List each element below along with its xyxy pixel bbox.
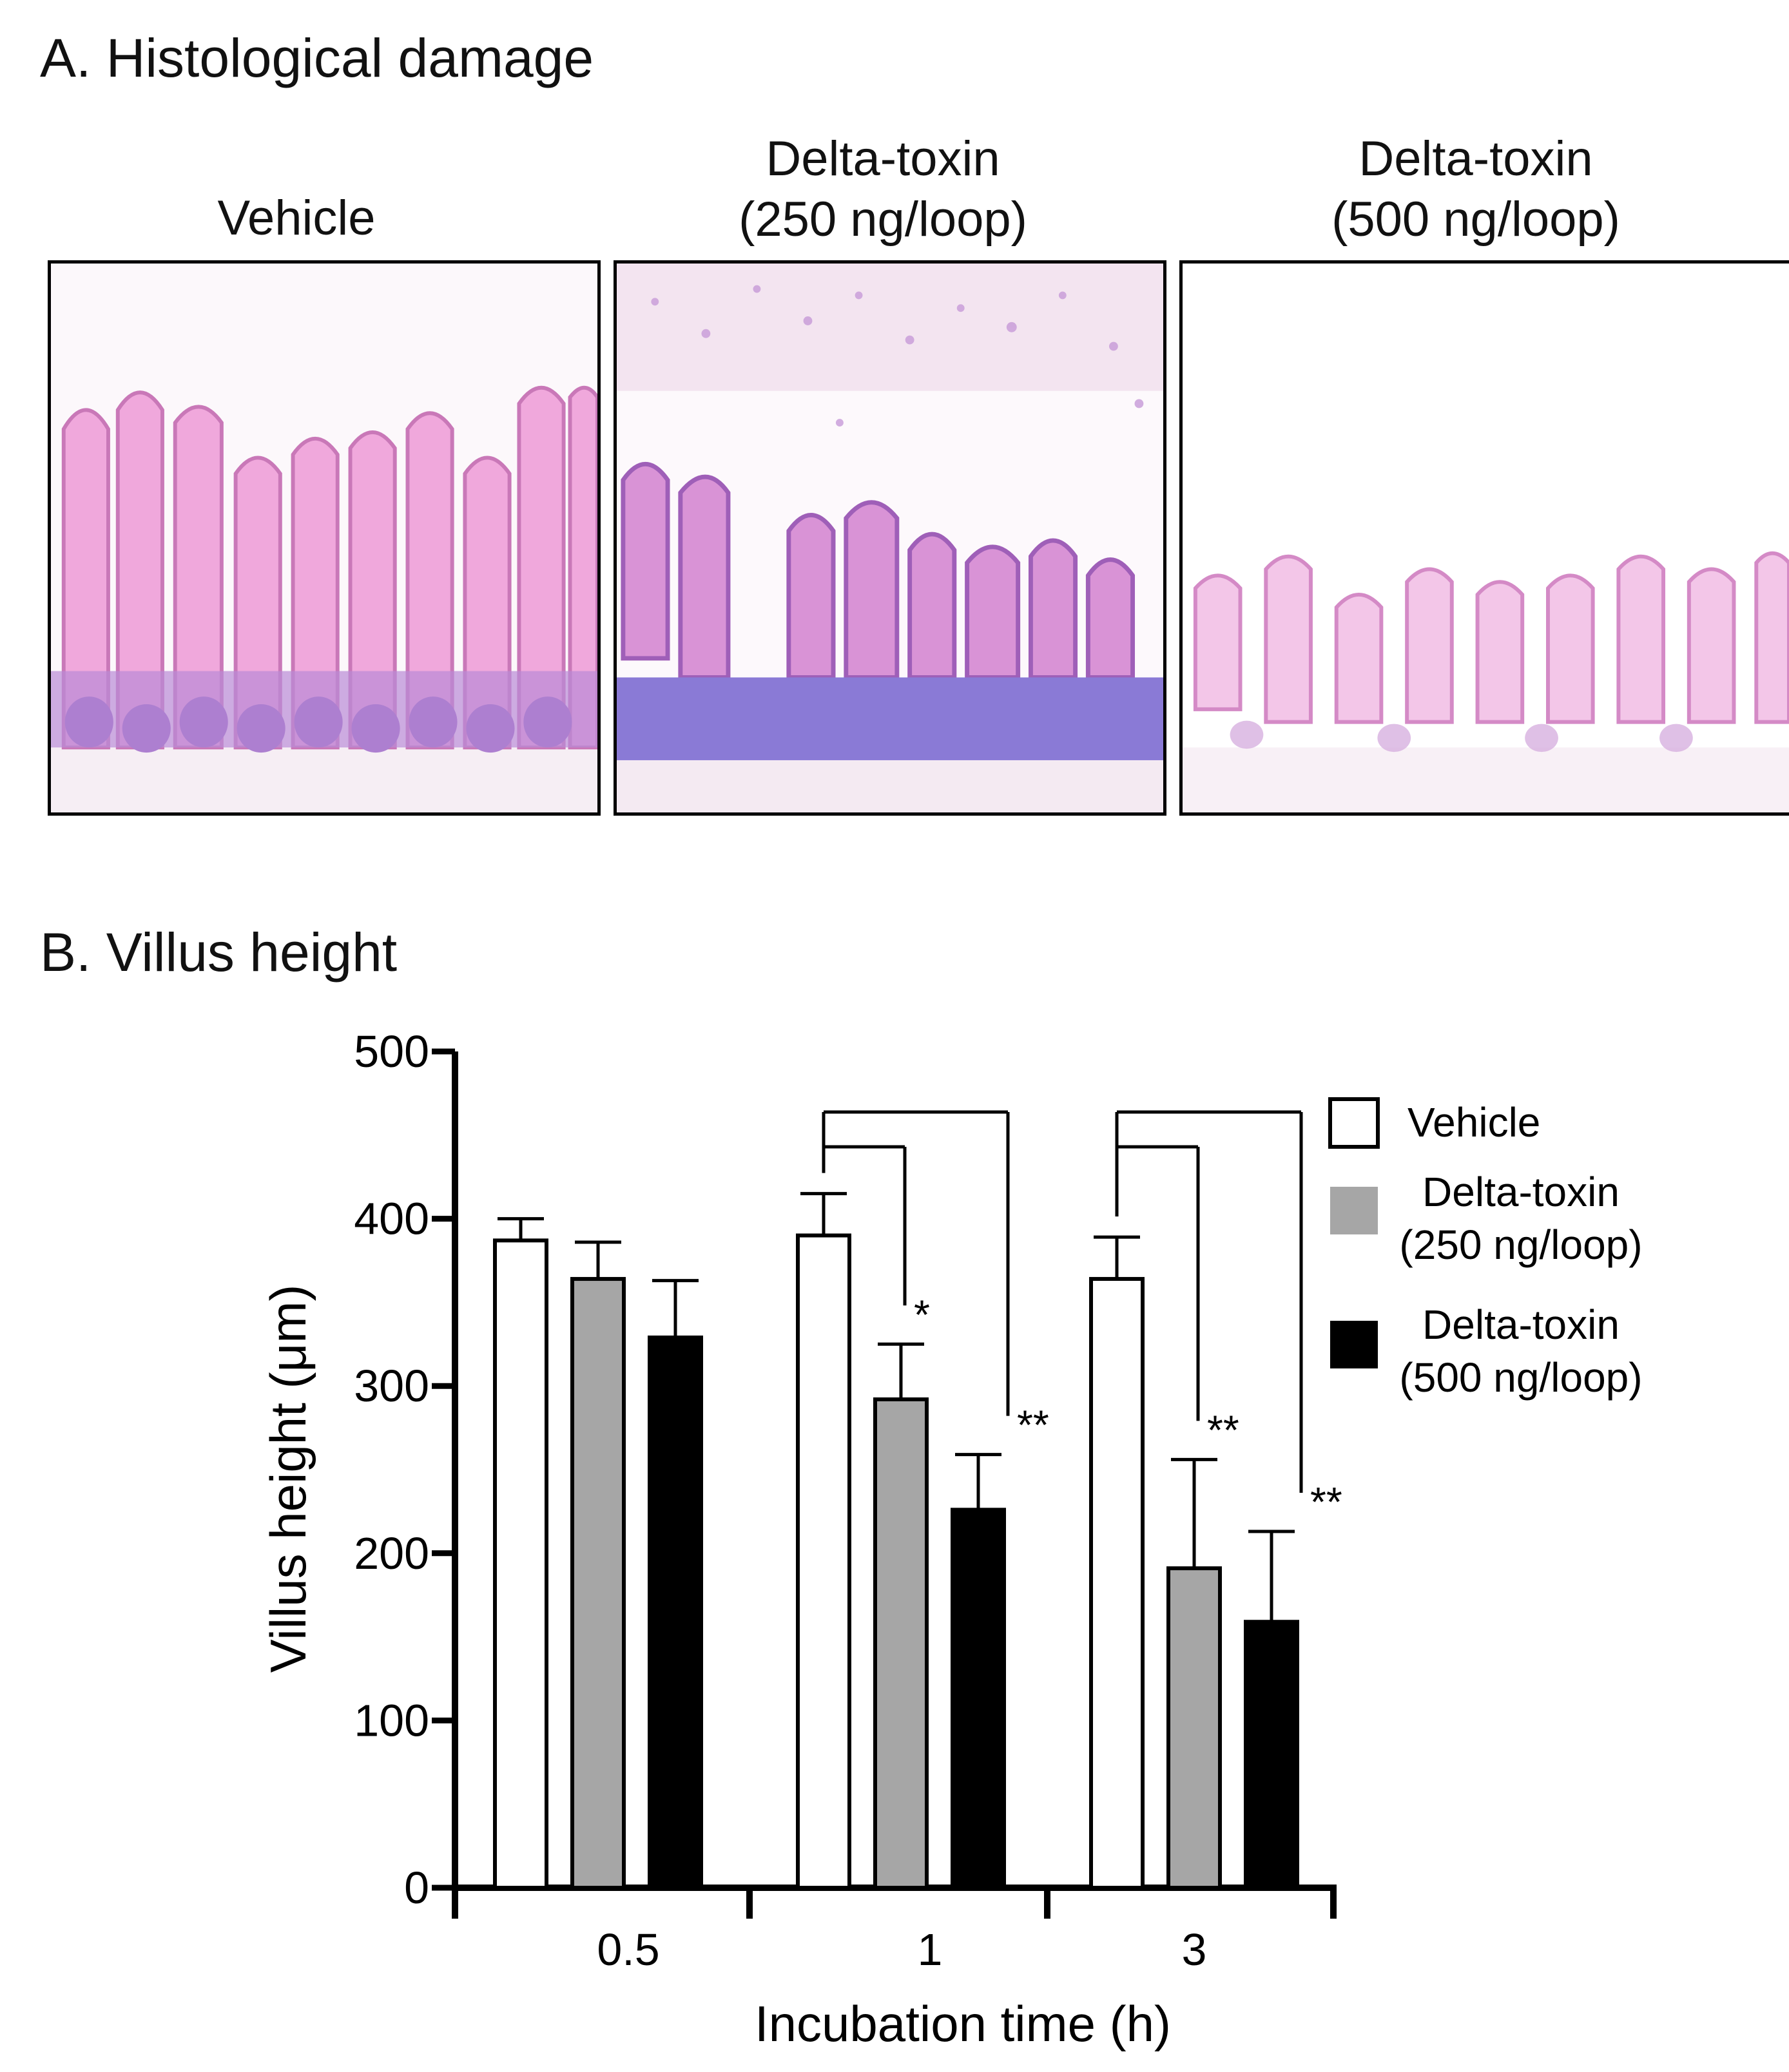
delta-500-label-line1: Delta-toxin: [1359, 131, 1593, 186]
histology-image-vehicle: [48, 260, 601, 816]
x-tick-label-1: 1: [918, 1924, 943, 1975]
significance-star-1-series-2: **: [1017, 1402, 1049, 1448]
y-axis-title: Villus height (μm): [260, 1285, 316, 1673]
histology-delta-500-drawing: [1183, 264, 1789, 812]
bar-0.5-series-2: [648, 1335, 703, 1890]
delta-500-image-label: Delta-toxin (500 ng/loop): [1289, 129, 1663, 250]
bar-1-series-0: [796, 1233, 851, 1890]
histology-image-delta-500: [1179, 260, 1789, 816]
legend-swatch-series-0: [1328, 1097, 1380, 1149]
significance-star-3-series-1: **: [1207, 1406, 1239, 1453]
legend-label-series-0: Vehicle: [1407, 1099, 1540, 1146]
panel-a-title: A. Histological damage: [40, 28, 594, 88]
legend-swatch-series-1: [1330, 1187, 1378, 1234]
bar-1-series-2: [951, 1508, 1006, 1890]
y-tick-label-400: 400: [354, 1194, 429, 1244]
bar-0.5-series-1: [570, 1277, 626, 1890]
legend-swatch-series-2: [1330, 1321, 1378, 1368]
bar-3-series-1: [1166, 1566, 1222, 1890]
bar-0.5-series-0: [493, 1238, 548, 1890]
x-tick-label-3: 3: [1182, 1924, 1207, 1975]
histology-image-delta-250: [614, 260, 1166, 816]
delta-250-image-label: Delta-toxin (250 ng/loop): [696, 129, 1070, 250]
x-axis-title: Incubation time (h): [755, 1995, 1171, 2052]
y-tick-label-500: 500: [354, 1026, 429, 1077]
y-tick-label-100: 100: [354, 1695, 429, 1745]
legend-label-series-1-line1: Delta-toxin: [1422, 1169, 1620, 1215]
bar-3-series-2: [1244, 1620, 1299, 1890]
legend-label-series-2-line2: (500 ng/loop): [1399, 1354, 1642, 1401]
histology-delta-250-drawing: [617, 264, 1163, 812]
delta-500-label-line2: (500 ng/loop): [1331, 192, 1620, 247]
vehicle-image-label: Vehicle: [213, 188, 380, 249]
histology-vehicle-drawing: [51, 264, 597, 812]
delta-250-label-line1: Delta-toxin: [766, 131, 1000, 186]
bar-3-series-0: [1089, 1277, 1145, 1890]
delta-250-label-line2: (250 ng/loop): [739, 192, 1027, 247]
significance-star-3-series-2: **: [1310, 1479, 1342, 1525]
y-tick-label-200: 200: [354, 1528, 429, 1578]
significance-star-1-series-1: *: [914, 1291, 930, 1338]
vehicle-label-line1: Vehicle: [217, 191, 376, 245]
y-tick-label-0: 0: [404, 1863, 429, 1913]
legend-label-series-1-line2: (250 ng/loop): [1399, 1222, 1642, 1268]
y-tick-label-300: 300: [354, 1361, 429, 1411]
x-tick-label-0.5: 0.5: [597, 1924, 659, 1975]
panel-b-title: B. Villus height: [40, 922, 398, 983]
legend-label-series-2-line1: Delta-toxin: [1422, 1301, 1620, 1348]
bar-1-series-1: [873, 1397, 929, 1890]
